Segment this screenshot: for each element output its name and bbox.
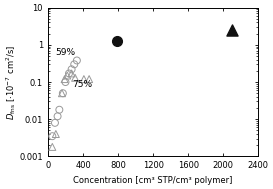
Point	[53, 121, 57, 124]
Text: 59%: 59%	[55, 47, 76, 57]
Text: 75%: 75%	[73, 80, 93, 89]
Point	[63, 78, 67, 81]
Point	[67, 72, 71, 75]
X-axis label: Concentration [cm³ STP/cm³ polymer]: Concentration [cm³ STP/cm³ polymer]	[73, 176, 233, 185]
Point	[61, 92, 65, 95]
Point	[55, 115, 60, 118]
Point	[87, 78, 91, 81]
Point	[50, 135, 55, 138]
Point	[72, 63, 76, 66]
Point	[57, 108, 61, 111]
Point	[75, 59, 79, 62]
Point	[54, 132, 58, 136]
Point	[65, 74, 69, 77]
Point	[69, 68, 74, 71]
Point	[82, 78, 86, 81]
Point	[60, 92, 64, 95]
Point	[115, 39, 119, 42]
Point	[63, 81, 68, 84]
Y-axis label: $D_{\rm{fns}}$ [$\cdot$10$^{-7}$ cm$^2$/s]: $D_{\rm{fns}}$ [$\cdot$10$^{-7}$ cm$^2$/…	[4, 45, 18, 119]
Point	[230, 29, 234, 32]
Point	[73, 76, 77, 79]
Point	[50, 145, 55, 148]
Point	[69, 72, 74, 75]
